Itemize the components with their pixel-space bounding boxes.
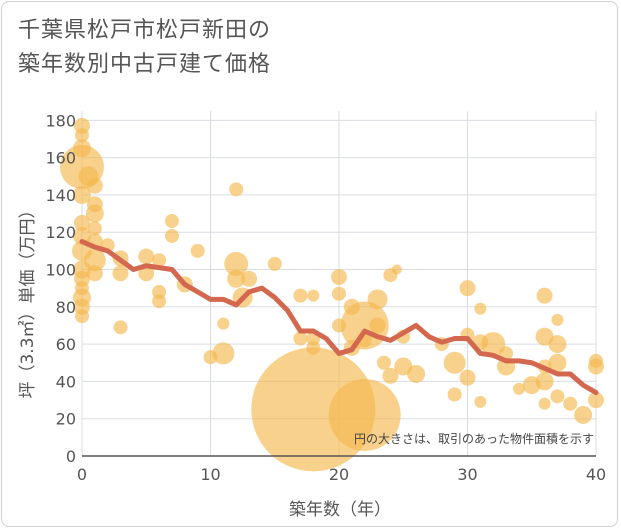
y-tick-label: 120 <box>45 223 76 242</box>
bubble-point <box>536 287 553 304</box>
y-tick-label: 0 <box>66 447 76 466</box>
bubble-point <box>241 270 258 287</box>
bubble-point <box>443 351 466 374</box>
bubble-point <box>369 317 386 334</box>
bubble-point <box>588 392 604 409</box>
y-tick-label: 180 <box>45 111 76 130</box>
bubble-point <box>293 331 308 346</box>
x-tick-label: 0 <box>77 465 87 484</box>
bubble-point <box>73 185 91 204</box>
bubble-point <box>229 182 244 197</box>
bubble-point <box>550 389 565 404</box>
bubble-point <box>574 405 593 424</box>
bubble-point <box>367 289 388 310</box>
bubble-point <box>548 335 567 354</box>
bubble-point <box>86 177 103 194</box>
bubble-point <box>164 214 179 229</box>
y-tick-label: 60 <box>56 335 76 354</box>
y-tick-label: 140 <box>45 186 76 205</box>
bubble-point <box>267 256 282 271</box>
bubble-point <box>588 358 604 375</box>
x-tick-label: 30 <box>457 465 477 484</box>
bubble-point <box>73 226 91 245</box>
bubble-series <box>60 117 604 472</box>
bubble-point <box>459 369 476 386</box>
x-tick-label: 20 <box>329 465 349 484</box>
bubble-point <box>152 294 167 309</box>
bubble-point <box>217 317 230 330</box>
bubble-point <box>164 228 179 243</box>
bubble-point <box>212 342 235 365</box>
bubble-point <box>227 269 246 288</box>
y-tick-label: 80 <box>56 298 76 317</box>
bubble-point <box>86 265 103 282</box>
bubble-point <box>407 364 426 383</box>
y-axis-label: 坪（3.3㎡）単価（万円） <box>18 201 38 398</box>
bubble-point <box>447 387 462 402</box>
bubble-point <box>74 214 90 231</box>
bubble-point <box>152 253 167 268</box>
bubble-point <box>548 353 567 372</box>
bubble-size-note: 円の大きさは、取引のあった物件面積を示す <box>354 431 594 446</box>
x-axis-label: 築年数（年） <box>289 500 391 520</box>
bubble-point <box>551 313 564 326</box>
bubble-point <box>293 288 308 303</box>
bubble-point <box>535 372 554 391</box>
bubble-point <box>391 264 402 275</box>
bubble-point <box>112 265 129 282</box>
bubble-point <box>113 320 128 335</box>
bubble-point <box>481 332 506 357</box>
bubble-point <box>190 243 205 258</box>
bubble-point <box>538 397 551 410</box>
bubble-point <box>474 395 487 408</box>
bubble-point <box>328 378 401 451</box>
bubble-point <box>459 280 476 297</box>
bubble-point <box>331 268 347 285</box>
bubble-point <box>85 204 104 223</box>
axes: 0 20 40 60 80 100 120 140 160 180 0 10 20 30 40 <box>45 111 606 484</box>
chart-title-line-1: 千葉県松戸市松戸新田の <box>18 18 272 43</box>
bubble-point <box>563 396 578 411</box>
bubble-point <box>307 289 320 302</box>
y-tick-label: 100 <box>45 261 76 280</box>
bubble-point <box>87 221 102 236</box>
y-tick-label: 20 <box>56 410 76 429</box>
x-tick-label: 40 <box>586 465 606 484</box>
bubble-point <box>75 128 89 143</box>
y-tick-label: 40 <box>56 372 76 391</box>
bubble-point <box>512 382 525 395</box>
average-price-line <box>79 239 599 396</box>
bubble-point <box>376 355 391 370</box>
chart-title-line-2: 築年数別中古戸建て価格 <box>18 52 272 77</box>
bubble-point <box>474 302 487 315</box>
x-tick-label: 10 <box>200 465 220 484</box>
bubble-point <box>332 286 346 301</box>
bubble-point <box>224 251 249 276</box>
bubble-point <box>138 248 155 265</box>
average-line-path <box>79 239 599 396</box>
chart-title: 千葉県松戸市松戸新田の 築年数別中古戸建て価格 <box>18 14 271 82</box>
bubble-point <box>75 309 89 324</box>
bubble-point <box>382 367 399 384</box>
y-tick-label: 160 <box>45 149 76 168</box>
